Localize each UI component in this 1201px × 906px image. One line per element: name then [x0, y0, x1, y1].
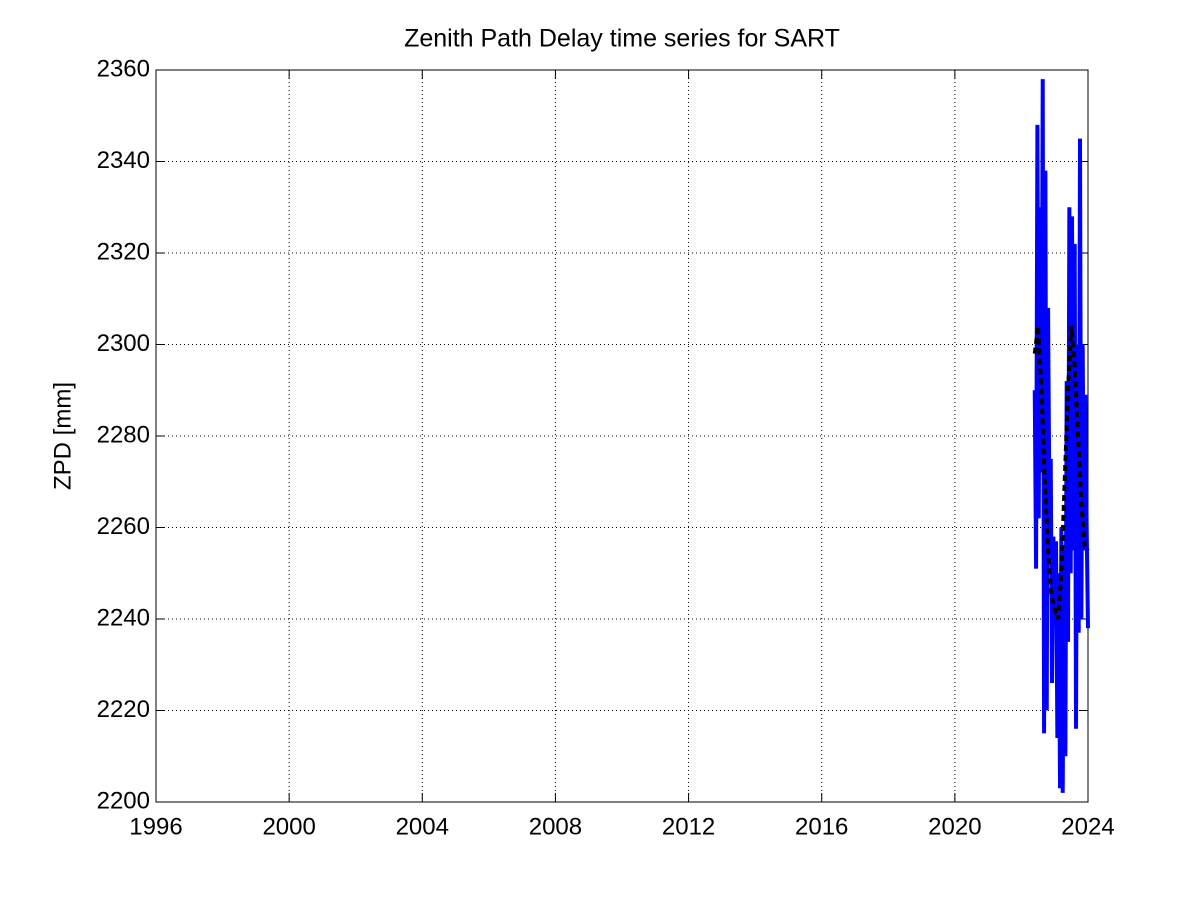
y-tick-label: 2260: [97, 513, 150, 540]
plot-frame: [155, 69, 1089, 803]
x-tick-label: 2004: [396, 813, 449, 840]
y-tick-label: 2240: [97, 604, 150, 631]
y-tick-label: 2320: [97, 238, 150, 265]
y-tick-label: 2200: [97, 787, 150, 814]
series-line: [1032, 325, 1090, 620]
y-tick-label: 2300: [97, 330, 150, 357]
x-tick-label: 2024: [1061, 813, 1114, 840]
chart-title: Zenith Path Delay time series for SART: [404, 25, 840, 53]
x-tick-label: 2020: [928, 813, 981, 840]
x-tick-label: 1996: [129, 813, 182, 840]
x-tick-label: 2012: [662, 813, 715, 840]
x-tick-label: 2000: [262, 813, 315, 840]
y-tick-label: 2340: [97, 147, 150, 174]
y-axis-label: ZPD [mm]: [49, 382, 76, 490]
y-tick-label: 2280: [97, 421, 150, 448]
y-tick-label: 2220: [97, 696, 150, 723]
x-tick-label: 2008: [529, 813, 582, 840]
y-tick-label: 2360: [97, 55, 150, 82]
x-tick-label: 2016: [795, 813, 848, 840]
